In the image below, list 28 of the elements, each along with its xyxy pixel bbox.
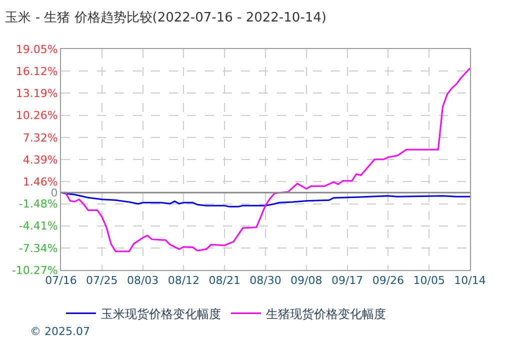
y-tick-label: -10.27% (12, 264, 58, 277)
y-tick-label: 16.12% (16, 64, 58, 78)
y-tick-label: -4.41% (18, 220, 58, 233)
x-tick-label: 10/14 (454, 274, 486, 288)
x-tick-label: 08/12 (168, 274, 200, 288)
x-tick-label: 08/03 (126, 274, 159, 288)
x-tick-label: 08/21 (208, 274, 240, 288)
y-tick-label: 7.32% (22, 131, 58, 144)
x-tick-label: 09/08 (290, 274, 322, 288)
legend-label: 生猪现货价格变化幅度 (266, 306, 386, 321)
y-tick-label: 0 (50, 186, 58, 200)
y-tick-label: 4.39% (22, 153, 58, 166)
x-tick-label: 09/17 (331, 274, 364, 288)
x-tick-label: 07/25 (86, 274, 118, 288)
y-tick-label: 1.46% (22, 175, 58, 188)
text: © 2025.07 (30, 325, 90, 338)
legend-label: 玉米现货价格变化幅度 (101, 306, 221, 321)
y-tick-label: 13.19% (16, 87, 58, 100)
x-tick-label: 09/26 (372, 274, 404, 288)
y-tick-label: -1.48% (18, 198, 58, 211)
line-series (61, 192, 470, 208)
x-tick-label: 07/16 (45, 274, 77, 288)
chart-title: 玉米 - 生猪 价格趋势比较(2022-07-16 - 2022-10-14) (5, 10, 326, 26)
y-tick-label: -7.34% (18, 242, 58, 255)
x-tick-label: 10/05 (413, 274, 445, 288)
x-tick-label: 08/30 (250, 274, 282, 288)
y-tick-label: 19.05% (16, 42, 58, 56)
y-tick-label: 10.26% (16, 109, 58, 122)
